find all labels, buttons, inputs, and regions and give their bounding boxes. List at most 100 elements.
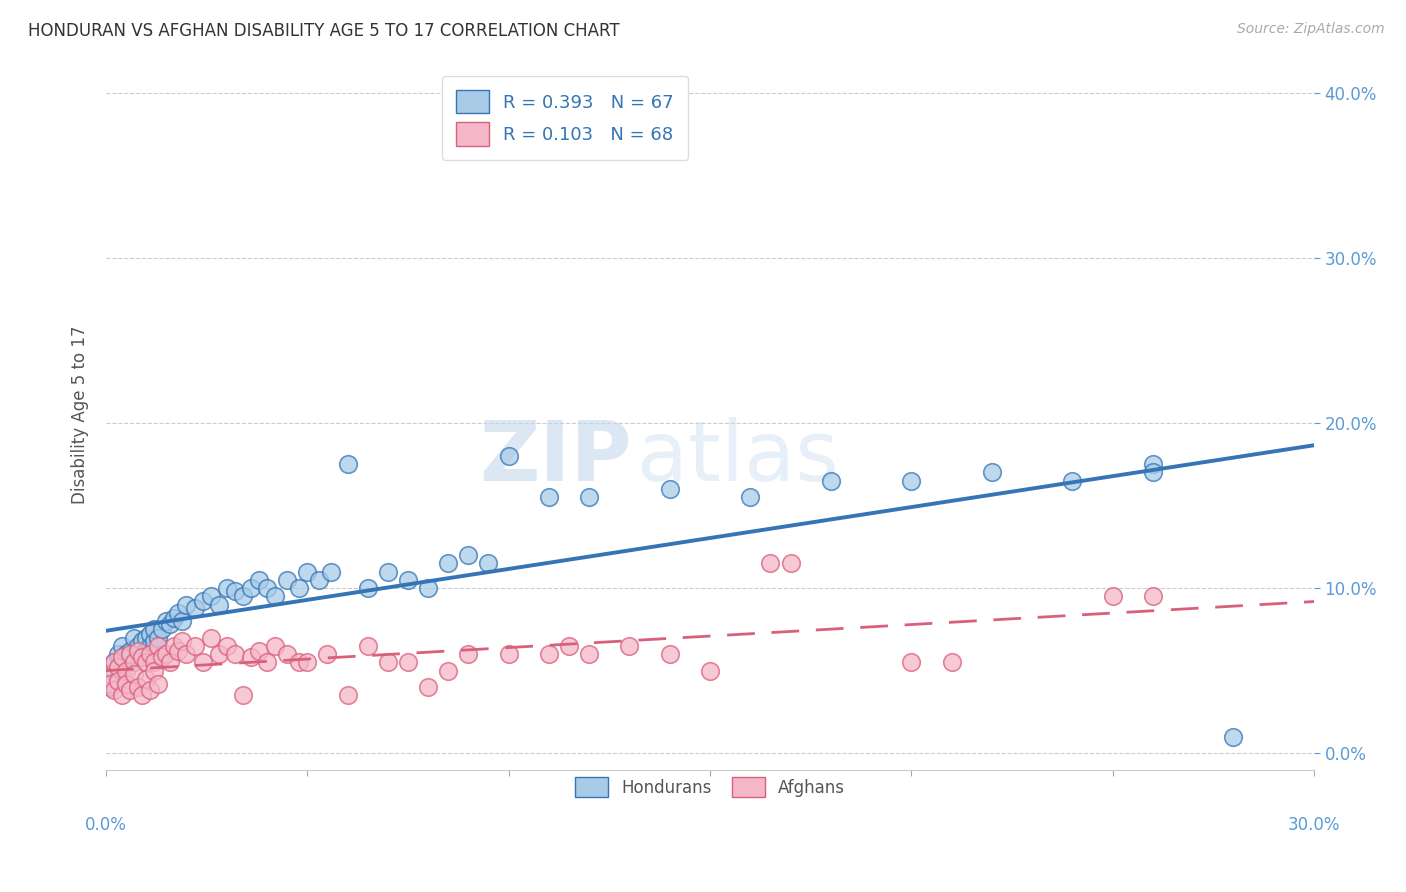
- Point: [98, 677, 121, 691]
- Point: [148, 677, 170, 691]
- Point: [107, 647, 129, 661]
- Point: [98, 666, 121, 681]
- Point: [224, 647, 246, 661]
- Point: [120, 650, 142, 665]
- Point: [111, 664, 134, 678]
- Point: [1142, 589, 1164, 603]
- Text: 30.0%: 30.0%: [1288, 816, 1340, 834]
- Point: [135, 644, 157, 658]
- Point: [176, 598, 198, 612]
- Point: [111, 639, 134, 653]
- Point: [288, 656, 311, 670]
- Point: [900, 474, 922, 488]
- Point: [163, 639, 186, 653]
- Point: [437, 664, 460, 678]
- Point: [232, 689, 254, 703]
- Text: Source: ZipAtlas.com: Source: ZipAtlas.com: [1237, 22, 1385, 37]
- Point: [215, 639, 238, 653]
- Point: [1142, 457, 1164, 471]
- Point: [276, 647, 298, 661]
- Point: [139, 683, 162, 698]
- Point: [276, 573, 298, 587]
- Point: [120, 647, 142, 661]
- Point: [288, 581, 311, 595]
- Point: [176, 647, 198, 661]
- Point: [256, 581, 278, 595]
- Point: [477, 556, 499, 570]
- Point: [321, 565, 343, 579]
- Point: [148, 631, 170, 645]
- Point: [111, 689, 134, 703]
- Point: [155, 647, 177, 661]
- Point: [980, 466, 1002, 480]
- Point: [135, 631, 157, 645]
- Point: [1142, 466, 1164, 480]
- Point: [356, 639, 378, 653]
- Point: [297, 656, 319, 670]
- Point: [115, 664, 138, 678]
- Point: [127, 644, 149, 658]
- Point: [122, 631, 145, 645]
- Point: [537, 647, 560, 661]
- Point: [396, 656, 419, 670]
- Point: [740, 490, 762, 504]
- Point: [150, 650, 173, 665]
- Point: [1062, 474, 1084, 488]
- Point: [183, 639, 205, 653]
- Point: [498, 449, 520, 463]
- Point: [297, 565, 319, 579]
- Point: [103, 664, 125, 678]
- Point: [143, 633, 166, 648]
- Point: [120, 644, 142, 658]
- Text: 0.0%: 0.0%: [84, 816, 127, 834]
- Point: [159, 617, 181, 632]
- Point: [264, 639, 287, 653]
- Point: [558, 639, 581, 653]
- Point: [658, 647, 681, 661]
- Point: [224, 584, 246, 599]
- Point: [239, 650, 262, 665]
- Point: [131, 633, 153, 648]
- Point: [256, 656, 278, 670]
- Legend: Hondurans, Afghans: Hondurans, Afghans: [568, 771, 852, 804]
- Point: [416, 581, 439, 595]
- Point: [139, 639, 162, 653]
- Point: [103, 656, 125, 670]
- Point: [208, 647, 231, 661]
- Point: [779, 556, 801, 570]
- Point: [336, 457, 359, 471]
- Point: [120, 683, 142, 698]
- Point: [356, 581, 378, 595]
- Point: [537, 490, 560, 504]
- Point: [377, 656, 399, 670]
- Point: [820, 474, 842, 488]
- Point: [103, 683, 125, 698]
- Text: HONDURAN VS AFGHAN DISABILITY AGE 5 TO 17 CORRELATION CHART: HONDURAN VS AFGHAN DISABILITY AGE 5 TO 1…: [28, 22, 620, 40]
- Point: [336, 689, 359, 703]
- Text: ZIP: ZIP: [479, 417, 631, 498]
- Point: [107, 672, 129, 686]
- Point: [139, 627, 162, 641]
- Point: [191, 656, 214, 670]
- Point: [759, 556, 782, 570]
- Point: [122, 666, 145, 681]
- Point: [232, 589, 254, 603]
- Point: [578, 490, 600, 504]
- Y-axis label: Disability Age 5 to 17: Disability Age 5 to 17: [72, 326, 89, 504]
- Point: [200, 589, 222, 603]
- Point: [172, 614, 194, 628]
- Point: [308, 573, 330, 587]
- Point: [457, 548, 479, 562]
- Point: [239, 581, 262, 595]
- Point: [115, 647, 138, 661]
- Point: [148, 639, 170, 653]
- Point: [941, 656, 963, 670]
- Text: atlas: atlas: [637, 417, 839, 498]
- Point: [143, 623, 166, 637]
- Point: [396, 573, 419, 587]
- Point: [122, 656, 145, 670]
- Point: [131, 650, 153, 665]
- Point: [416, 680, 439, 694]
- Point: [498, 647, 520, 661]
- Point: [107, 660, 129, 674]
